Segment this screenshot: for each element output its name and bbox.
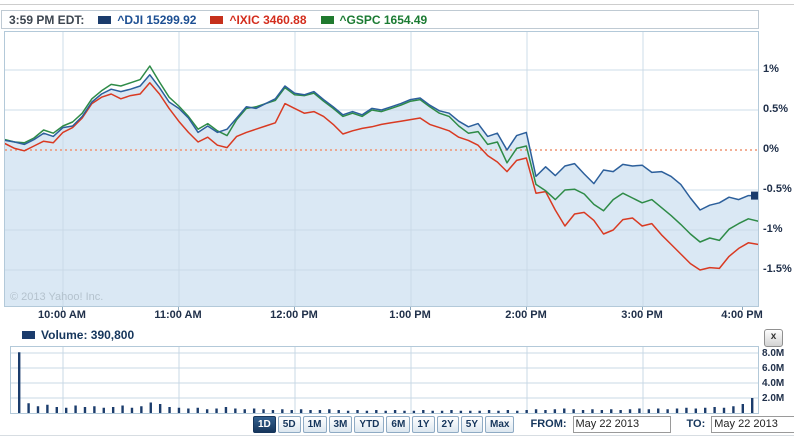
x-axis-tick-label: 3:00 PM [621, 309, 663, 321]
y-axis-tick-label: 0.5% [763, 103, 789, 115]
x-axis-tick-label: 11:00 AM [154, 309, 202, 321]
legend-quote-text: ^DJI 15299.92 [117, 12, 197, 27]
range-button-1m[interactable]: 1M [302, 415, 327, 433]
x-axis-tick-label: 10:00 AM [38, 309, 86, 321]
top-divider [0, 4, 794, 5]
from-date-input[interactable] [572, 415, 671, 433]
legend-quote-ixic: ^IXIC 3460.88 [210, 12, 307, 27]
legend-swatch-icon [98, 15, 112, 24]
x-axis-tick-mark [526, 307, 527, 310]
x-axis-tick-mark [294, 307, 295, 310]
volume-chart-svg [11, 347, 758, 413]
x-axis-tick-mark [62, 307, 63, 310]
volume-axis-tick-label: 8.0M [762, 348, 785, 359]
volume-chart-area[interactable] [10, 346, 759, 414]
to-date-input[interactable] [711, 415, 794, 433]
volume-legend-swatch [22, 331, 35, 339]
y-axis-tick-label: 1% [763, 63, 779, 75]
volume-axis-tick-label: 2.0M [762, 393, 785, 404]
price-chart-svg [5, 32, 758, 306]
range-button-5y[interactable]: 5Y [460, 415, 484, 433]
legend-quote-text: ^IXIC 3460.88 [229, 12, 307, 27]
to-label: TO: [686, 418, 706, 430]
x-axis-tick-mark [642, 307, 643, 310]
legend-quote-dji: ^DJI 15299.92 [98, 13, 196, 27]
y-axis-tick-label: 0% [763, 143, 779, 155]
y-axis-tick-label: -0.5% [763, 183, 792, 195]
x-axis-tick-mark [178, 307, 179, 310]
x-axis-tick-label: 1:00 PM [389, 309, 431, 321]
volume-legend: Volume: 390,800 [22, 328, 134, 342]
x-axis-tick-label: 4:00 PM [721, 309, 763, 321]
volume-legend-label: Volume: 390,800 [41, 328, 135, 342]
legend-quote-text: ^GSPC 1654.49 [339, 12, 428, 27]
range-button-6m[interactable]: 6M [386, 415, 411, 433]
range-button-2y[interactable]: 2Y [436, 415, 459, 433]
range-button-5d[interactable]: 5D [277, 415, 301, 433]
volume-axis-tick-label: 4.0M [762, 378, 785, 389]
range-button-1y[interactable]: 1Y [412, 415, 435, 433]
range-button-ytd[interactable]: YTD [354, 415, 385, 433]
x-axis-tick-label: 2:00 PM [505, 309, 547, 321]
range-button-1d[interactable]: 1D [253, 415, 276, 433]
y-axis-tick-label: -1% [763, 223, 783, 235]
range-button-max[interactable]: Max [485, 415, 515, 433]
x-axis-tick-mark [742, 307, 743, 310]
y-axis-tick-label: -1.5% [763, 263, 792, 275]
price-chart-area[interactable] [4, 31, 759, 307]
legend-quote-gspc: ^GSPC 1654.49 [320, 12, 428, 27]
quote-legend-bar: 3:59 PM EDT: ^DJI 15299.92 ^IXIC 3460.88 ^… [1, 10, 759, 29]
close-volume-icon[interactable]: x [764, 329, 783, 347]
x-axis-tick-mark [410, 307, 411, 310]
legend-swatch-icon [210, 15, 224, 24]
range-button-3m[interactable]: 3M [328, 415, 353, 433]
from-label: FROM: [530, 418, 567, 430]
quote-timestamp: 3:59 PM EDT: [9, 12, 85, 27]
yahoo-watermark: © 2013 Yahoo! Inc. [10, 291, 104, 303]
bottom-divider [0, 435, 794, 436]
legend-swatch-icon [320, 15, 334, 24]
volume-axis-tick-label: 6.0M [762, 363, 785, 374]
x-axis-tick-label: 12:00 PM [270, 309, 318, 321]
